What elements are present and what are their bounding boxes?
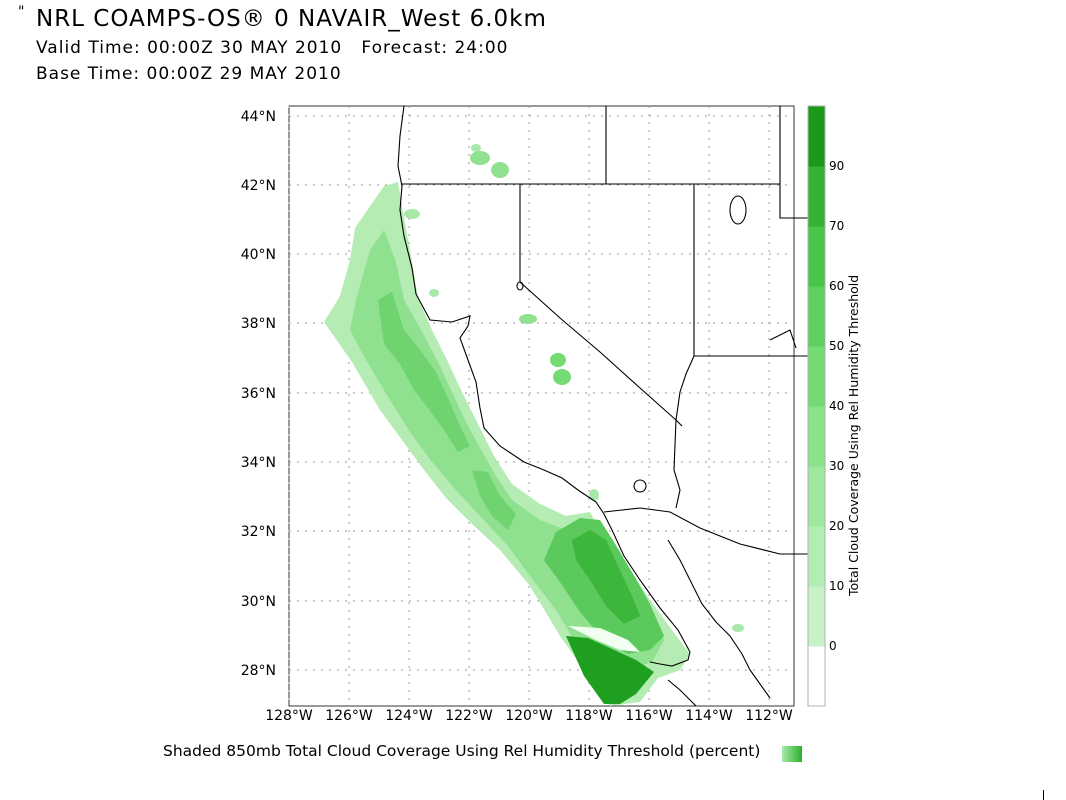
corner-tick xyxy=(1043,790,1044,800)
lon-label: 128°W xyxy=(265,708,313,724)
lat-label: 40°N xyxy=(241,247,276,263)
colorbar-level-label: 30 xyxy=(829,459,844,473)
colorbar-title: Total Cloud Coverage Using Rel Humidity … xyxy=(846,275,861,597)
colorbar-level-label: 60 xyxy=(829,279,844,293)
colorbar-level-label: 0 xyxy=(829,639,837,653)
field-caption: Shaded 850mb Total Cloud Coverage Using … xyxy=(163,742,761,760)
map-frame xyxy=(288,105,795,707)
lat-label: 32°N xyxy=(241,524,276,540)
lon-label: 116°W xyxy=(625,708,673,724)
lat-label: 34°N xyxy=(241,455,276,471)
longitude-labels: 128°W 126°W 124°W 122°W 120°W 118°W 116°W 114°W… xyxy=(265,708,793,724)
page-title: NRL COAMPS-OS® 0 NAVAIR_West 6.0km xyxy=(36,6,547,32)
colorbar: 0 10 20 30 40 50 60 70 90 xyxy=(807,105,844,707)
lon-label: 122°W xyxy=(445,708,493,724)
colorbar-segment xyxy=(808,226,825,287)
lon-label: 124°W xyxy=(385,708,433,724)
colorbar-level-label: 50 xyxy=(829,339,844,353)
colorbar-frame xyxy=(807,105,826,707)
lat-label: 28°N xyxy=(241,663,276,679)
lat-label: 30°N xyxy=(241,594,276,610)
colorbar-segment xyxy=(808,346,825,407)
lat-label: 42°N xyxy=(241,178,276,194)
colorbar-level-label: 90 xyxy=(829,159,844,173)
lon-label: 118°W xyxy=(565,708,613,724)
lat-label: 36°N xyxy=(241,386,276,402)
colorbar-segment xyxy=(808,586,825,647)
valid-time-line: Valid Time: 00:00Z 30 MAY 2010 Forecast:… xyxy=(36,38,509,58)
map-gridlines xyxy=(288,106,794,706)
lon-label: 112°W xyxy=(745,708,793,724)
colorbar-level-label: 40 xyxy=(829,399,844,413)
political-boundaries xyxy=(397,105,808,707)
lon-label: 114°W xyxy=(685,708,733,724)
lat-label: 44°N xyxy=(241,109,276,125)
colorbar-segment xyxy=(808,646,825,707)
colorbar-level-label: 20 xyxy=(829,519,844,533)
colorbar-segment xyxy=(808,106,825,167)
lon-label: 120°W xyxy=(505,708,553,724)
colorbar-segment xyxy=(808,166,825,227)
latitude-labels: 44°N 42°N 40°N 38°N 36°N 34°N 32°N 30°N 28°N xyxy=(241,109,276,679)
colorbar-level-label: 70 xyxy=(829,219,844,233)
colorbar-level-label: 10 xyxy=(829,579,844,593)
cloud-coverage-field xyxy=(324,144,744,706)
base-time-line: Base Time: 00:00Z 29 MAY 2010 xyxy=(36,64,342,84)
colorbar-segment xyxy=(808,466,825,527)
lon-label: 126°W xyxy=(325,708,373,724)
colorbar-segment xyxy=(808,286,825,347)
colorbar-segment xyxy=(808,526,825,587)
colorbar-segment xyxy=(808,406,825,467)
lat-label: 38°N xyxy=(241,316,276,332)
legend-swatch xyxy=(782,746,802,762)
corner-quote-mark: " xyxy=(18,4,25,20)
